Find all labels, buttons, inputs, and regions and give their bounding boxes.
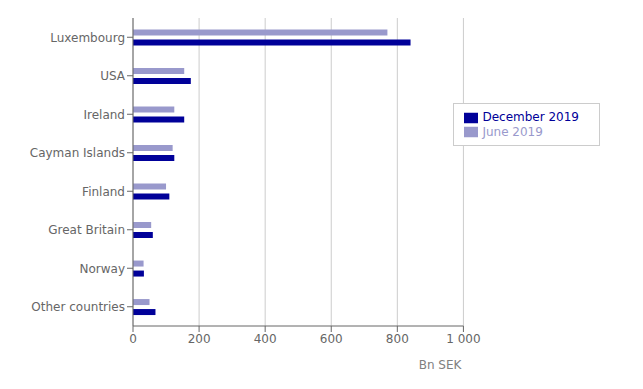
html-text:December 2019: December 2019	[482, 110, 579, 124]
svg-text:Other countries: Other countries	[31, 300, 125, 314]
svg-text:Great Britain: Great Britain	[48, 223, 125, 237]
svg-text:400: 400	[254, 332, 277, 346]
html-text:June 2019: June 2019	[482, 124, 543, 139]
svg-text:1 000: 1 000	[446, 332, 480, 346]
svg-text:Cayman Islands: Cayman Islands	[30, 146, 125, 160]
svg-text:200: 200	[188, 332, 211, 346]
svg-text:0: 0	[129, 332, 137, 346]
svg-text:800: 800	[386, 332, 409, 346]
svg-text:USA: USA	[100, 69, 126, 83]
svg-text:Bn SEK: Bn SEK	[419, 358, 463, 372]
svg-text:Luxembourg: Luxembourg	[50, 31, 125, 45]
svg-text:600: 600	[320, 332, 343, 346]
svg-text:Ireland: Ireland	[83, 108, 125, 122]
svg-text:Norway: Norway	[79, 262, 125, 276]
svg-text:Finland: Finland	[82, 185, 125, 199]
